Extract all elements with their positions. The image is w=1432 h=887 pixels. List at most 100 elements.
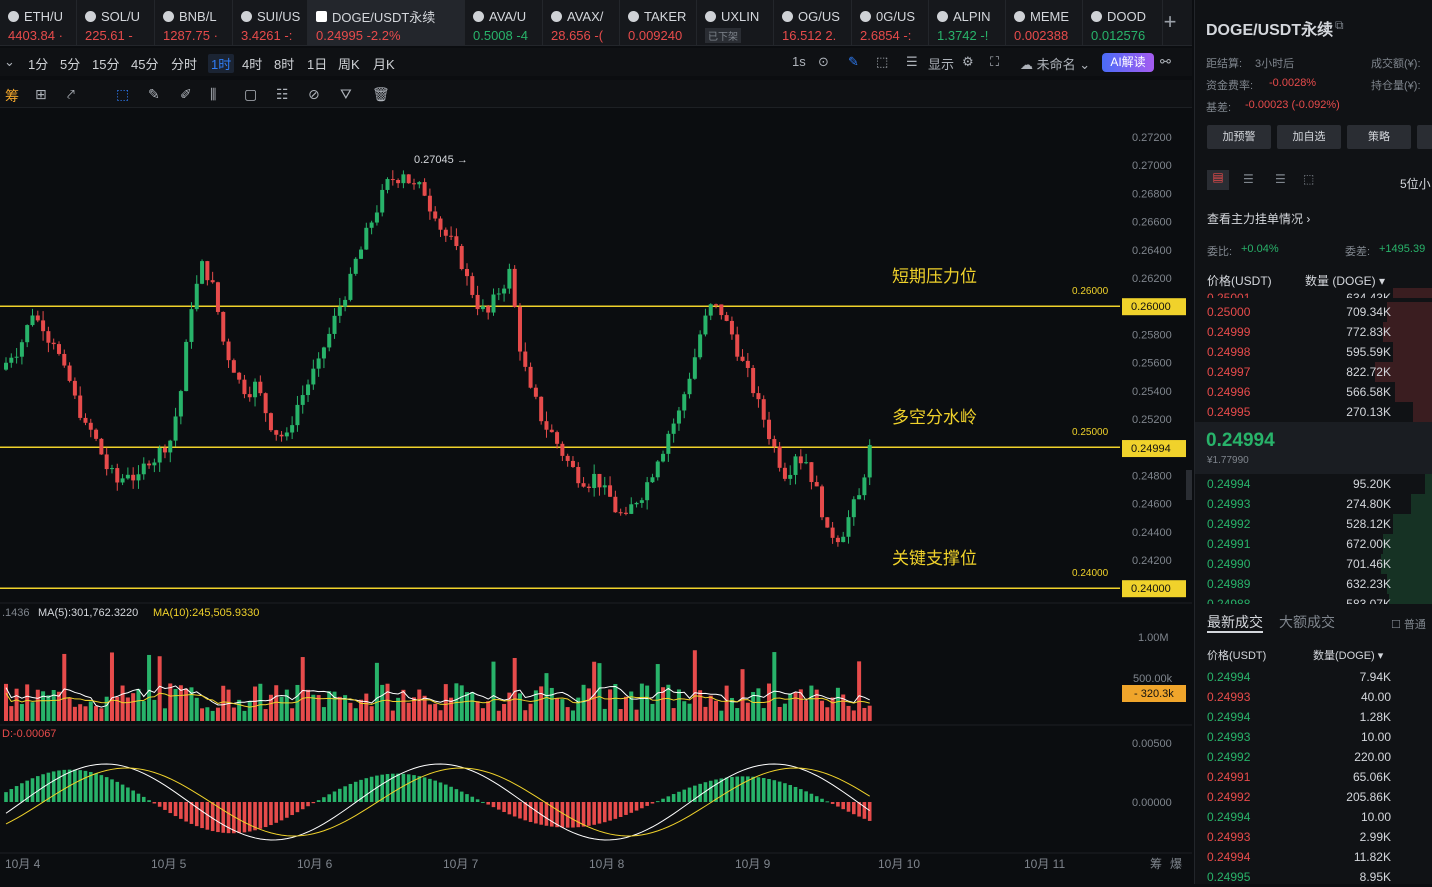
bid-row[interactable]: 0.24993 274.80K [1195, 494, 1432, 514]
main-orders-link[interactable]: 查看主力挂单情况 › [1207, 212, 1311, 226]
candle-body [502, 288, 507, 294]
tab-0g-us[interactable]: 0G/US 2.6854 -: [852, 0, 929, 46]
indicator-icon[interactable]: ⊞ [35, 86, 47, 102]
depth-select[interactable]: 5位小 [1400, 177, 1431, 191]
more-button[interactable] [1417, 125, 1432, 149]
tab-alpin[interactable]: ALPIN 1.3742 -! [929, 0, 1006, 46]
tab-eth-u[interactable]: ETH/U 4403.84 · [0, 0, 77, 46]
tab-og-us[interactable]: OG/US 16.512 2. [774, 0, 852, 46]
copy-icon[interactable]: ⧉ [1335, 18, 1344, 32]
macd-histogram-bar [666, 796, 671, 802]
volume-bar [634, 709, 639, 721]
tab-taker[interactable]: TAKER 0.009240 [620, 0, 697, 46]
settings-icon[interactable]: ⚙ [962, 54, 974, 69]
ask-row[interactable]: 0.24998 595.59K [1195, 342, 1432, 362]
bid-row[interactable]: 0.24990 701.46K [1195, 554, 1432, 574]
camera-icon[interactable]: ⊙ [818, 54, 829, 69]
tab-doge-usdt-[interactable]: DOGE/USDT永续 0.24995 -2.2% [308, 0, 465, 46]
ask-row[interactable]: 0.24999 772.83K [1195, 322, 1432, 342]
note-icon[interactable]: ☷ [276, 86, 289, 102]
orderbook-bids-icon[interactable]: ☰ [1243, 172, 1254, 186]
collapse-chevron-icon[interactable]: ⌄ [4, 54, 15, 69]
timeframe-2[interactable]: 15分 [92, 57, 120, 72]
tab-sui-us[interactable]: SUI/US 3.4261 -: [233, 0, 308, 46]
timeframe-8[interactable]: 1日 [307, 57, 328, 72]
timeframe-3[interactable]: 45分 [131, 57, 159, 72]
tab-avax-[interactable]: AVAX/28.656 -( [543, 0, 620, 46]
macd-histogram-bar [576, 802, 581, 828]
window-icon[interactable]: ⬚ [876, 54, 889, 69]
timeframe-7[interactable]: 8时 [274, 57, 295, 72]
timeframe-0[interactable]: 1分 [28, 57, 49, 72]
filter-icon[interactable]: ⛛ [340, 86, 352, 102]
macd-histogram-bar [115, 781, 120, 802]
tab-large-trades[interactable]: 大额成交 [1279, 614, 1335, 630]
draw-icon[interactable]: ✎ [848, 54, 859, 69]
timeframe-1[interactable]: 5分 [60, 57, 81, 72]
volume-bar [814, 689, 819, 721]
ask-row[interactable]: 0.25000 709.34K [1195, 302, 1432, 322]
trades-qty-header[interactable]: 数量(DOGE) ▾ [1313, 650, 1384, 662]
timeframe-9[interactable]: 周K [338, 57, 360, 72]
normal-checkbox[interactable]: ☐ 普通 [1391, 619, 1426, 631]
pen-icon[interactable]: ✎ [148, 86, 160, 102]
volume-bar [253, 686, 258, 721]
bid-row[interactable]: 0.24994 95.20K [1195, 474, 1432, 494]
cursor-icon[interactable]: ⬚ [116, 86, 130, 102]
display-menu[interactable]: 显示 [928, 57, 955, 72]
timeframe-6[interactable]: 4时 [242, 57, 263, 72]
list-icon[interactable]: ☰ [906, 54, 918, 69]
ask-row[interactable]: 0.24995 270.13K [1195, 402, 1432, 422]
fullscreen-icon[interactable]: ⛶ [990, 54, 1000, 69]
add-alert-button[interactable]: 加预警 [1207, 125, 1271, 149]
timeframe-4[interactable]: 分时 [171, 57, 198, 72]
candle-body [841, 536, 846, 543]
candle-tool-icon[interactable]: ⫼ [210, 86, 217, 102]
volume-bar [99, 708, 104, 721]
tab-sol-u[interactable]: SOL/U 225.61 - [77, 0, 155, 46]
orderbook-qty-header[interactable]: 数量 (DOGE) ▾ [1305, 274, 1386, 288]
ask-row[interactable]: 0.25001 634.43K [1195, 288, 1432, 298]
timeframe-5[interactable]: 1时 [208, 54, 235, 73]
tab-latest-trades[interactable]: 最新成交 [1207, 614, 1263, 630]
candle-body [496, 293, 501, 295]
layout-name-menu[interactable]: ☁ 未命名 ⌄ [1020, 57, 1091, 72]
timeframe-10[interactable]: 月K [373, 57, 395, 72]
macd-histogram-bar [486, 802, 490, 805]
candle-body [846, 517, 851, 537]
kline-chart[interactable]: 0.27200 0.27000 0.26800 0.26600 0.26400 0.262… [0, 110, 1192, 884]
brush-icon[interactable]: ✐ [180, 86, 192, 102]
bid-row[interactable]: 0.24988 583.07K [1195, 594, 1432, 604]
row-qty: 701.46K [1346, 557, 1391, 571]
orderbook-asks-icon[interactable]: ☰ [1275, 172, 1286, 186]
chip-distribution-tool[interactable]: 筹 [5, 88, 19, 104]
candle-body [157, 448, 162, 463]
trash-icon[interactable]: 🗑 [372, 86, 390, 102]
ai-analysis-button[interactable]: AI解读 [1102, 53, 1154, 72]
candle-body [136, 474, 141, 481]
expand-icon[interactable]: ⬚ [1303, 172, 1315, 186]
bid-row[interactable]: 0.24992 528.12K [1195, 514, 1432, 534]
compare-icon[interactable]: ⤤ [67, 86, 75, 102]
interval-select[interactable]: 1s [792, 54, 806, 69]
tab-meme[interactable]: MEME 0.002388 [1006, 0, 1083, 46]
tab-uxlin[interactable]: UXLIN 已下架 [697, 0, 774, 46]
candle-body [682, 394, 687, 411]
bid-row[interactable]: 0.24991 672.00K [1195, 534, 1432, 554]
tab-ava-u[interactable]: AVA/U 0.5008 -4 [465, 0, 543, 46]
orderbook-both-icon[interactable]: ▤ [1207, 170, 1229, 190]
add-tab-button[interactable]: + [1163, 9, 1177, 34]
tab-bnb-l[interactable]: BNB/L 1287.75 · [155, 0, 233, 46]
tab-dood[interactable]: DOOD 0.012576 [1083, 0, 1163, 46]
volume-bar [290, 708, 295, 721]
add-watchlist-button[interactable]: 加自选 [1277, 125, 1341, 149]
ask-row[interactable]: 0.24997 822.72K [1195, 362, 1432, 382]
strategy-button[interactable]: 策略 [1347, 125, 1411, 149]
coin-sol-icon [85, 10, 96, 22]
share-icon[interactable]: ⚯ [1160, 54, 1171, 69]
magnet-icon[interactable]: ⊘ [308, 86, 320, 102]
lock-icon[interactable]: ▢ [244, 86, 258, 102]
bid-row[interactable]: 0.24989 632.23K [1195, 574, 1432, 594]
row-price: 0.24990 [1207, 557, 1251, 571]
ask-row[interactable]: 0.24996 566.58K [1195, 382, 1432, 402]
